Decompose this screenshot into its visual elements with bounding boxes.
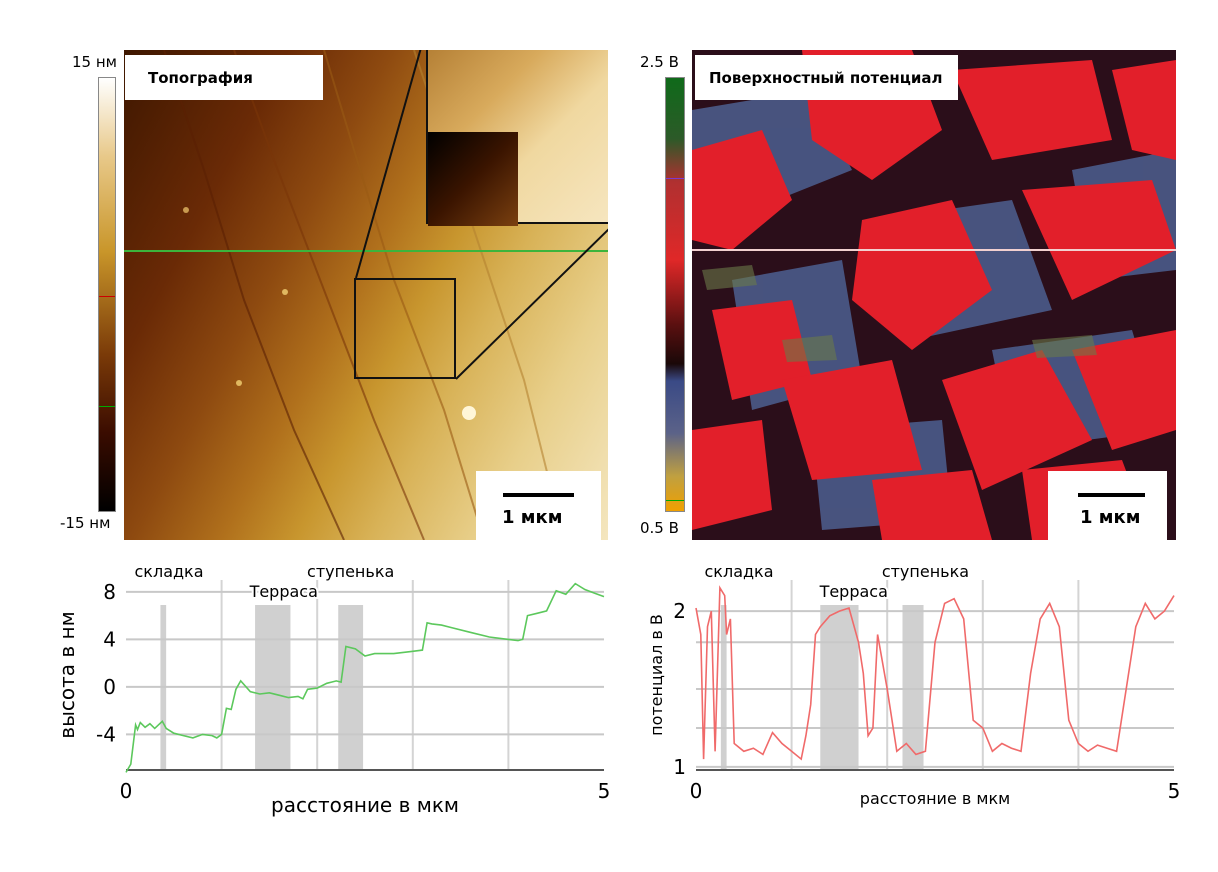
topography-colorbar-max-label: 15 нм xyxy=(72,53,117,71)
potential-colorbar-min-label: 0.5 В xyxy=(640,519,679,537)
profile-series-line xyxy=(125,582,605,773)
colorbar-tick xyxy=(99,406,115,407)
inset-dark-region xyxy=(428,132,518,226)
topography-title: Топография xyxy=(125,55,323,100)
potential-colorbar-max-label: 2.5 В xyxy=(640,53,679,71)
shaded-region xyxy=(720,605,727,770)
scalebar-line xyxy=(503,493,574,497)
zoom-region-box xyxy=(354,278,456,379)
profile-line xyxy=(124,250,608,252)
shaded-region xyxy=(820,605,859,770)
potential-domains xyxy=(692,50,1176,540)
colorbar-tick xyxy=(99,296,115,297)
scalebar-label: 1 мкм xyxy=(502,507,563,528)
zoom-inset xyxy=(426,50,608,226)
annotation-label: ступенька xyxy=(307,562,394,581)
scalebar-line xyxy=(1078,493,1145,497)
potential-image: Поверхностный потенциал 1 мкм xyxy=(692,50,1176,540)
scalebar-label: 1 мкм xyxy=(1080,507,1141,528)
annotation-label: складка xyxy=(135,562,204,581)
shaded-region xyxy=(902,605,924,770)
x-tick-label: 0 xyxy=(120,779,133,803)
topography-colorbar xyxy=(98,77,116,512)
y-tick-label: 0 xyxy=(103,675,116,699)
x-tick-label: 5 xyxy=(598,779,611,803)
y-tick-label: 1 xyxy=(673,755,686,779)
colorbar-tick xyxy=(666,178,684,179)
topography-colorbar-min-label: -15 нм xyxy=(60,514,111,532)
potential-scalebar: 1 мкм xyxy=(1048,471,1167,540)
x-axis-label: расстояние в мкм xyxy=(271,793,459,817)
potential-title: Поверхностный потенциал xyxy=(695,55,958,100)
profile-series-line xyxy=(695,585,1175,761)
potential-profile-chart: 2 10 5 расстояние в мкм потенциал в В складка… xyxy=(647,560,1181,808)
y-axis-label: высота в нм xyxy=(55,611,79,738)
y-tick-label: 4 xyxy=(103,627,116,651)
annotation-label: ступенька xyxy=(882,562,969,581)
colorbar-tick xyxy=(666,500,684,501)
x-tick-label: 0 xyxy=(690,779,703,803)
topography-profile-chart: 8 4 0 -4 0 5 расстояние в мкм высота в нм складк… xyxy=(55,560,611,817)
y-axis-label: потенциал в В xyxy=(647,614,666,736)
zoom-connector-lines xyxy=(355,50,608,380)
profile-line xyxy=(692,249,1176,251)
topography-scalebar: 1 мкм xyxy=(476,471,601,540)
annotation-label: складка xyxy=(705,562,774,581)
annotation-label: Терраса xyxy=(249,582,318,601)
y-tick-label: 2 xyxy=(673,599,686,623)
potential-colorbar xyxy=(665,77,685,512)
x-tick-label: 5 xyxy=(1168,779,1181,803)
x-axis-label: расстояние в мкм xyxy=(860,789,1010,808)
topography-image: Топография 1 мкм xyxy=(124,50,608,540)
annotation-label: Терраса xyxy=(819,582,888,601)
y-tick-label: -4 xyxy=(96,722,116,746)
y-tick-label: 8 xyxy=(103,580,116,604)
